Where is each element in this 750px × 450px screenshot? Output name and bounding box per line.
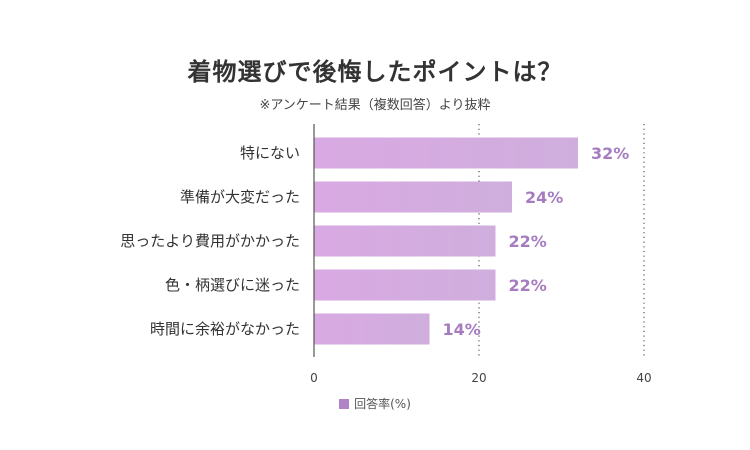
category-label-4: 色・柄選びに迷った [165,276,300,294]
x-tick-label-20: 20 [471,371,486,385]
chart-title: 着物選びで後悔したポイントは？ [187,58,563,86]
legend-label: 回答率(%) [354,397,411,411]
legend-swatch [339,399,350,409]
labels: 特にない 32% 準備が大変だった 24% 思ったより費用がかかった 22% 色・柄選びに迷… [120,144,651,385]
chart-subtitle: ※アンケート結果（複数回答）より抜粋 [259,98,491,113]
x-tick-label-0: 0 [310,371,318,385]
value-label-4: 22% [509,276,547,295]
bar-1 [314,137,578,169]
legend: 回答率(%) [0,395,750,412]
category-label-1: 特にない [240,144,300,162]
value-label-5: 14% [443,320,481,339]
bar-5 [314,313,430,345]
category-label-3: 思ったより費用がかかった [120,232,300,250]
bar-4 [314,269,496,301]
value-label-2: 24% [525,188,563,207]
x-tick-label-40: 40 [636,371,651,385]
value-label-1: 32% [591,144,629,163]
bar-2 [314,181,512,213]
category-label-5: 時間に余裕がなかった [150,320,300,338]
bar-3 [314,225,496,257]
bars [314,137,578,345]
category-label-2: 準備が大変だった [180,188,300,206]
value-label-3: 22% [509,232,547,251]
